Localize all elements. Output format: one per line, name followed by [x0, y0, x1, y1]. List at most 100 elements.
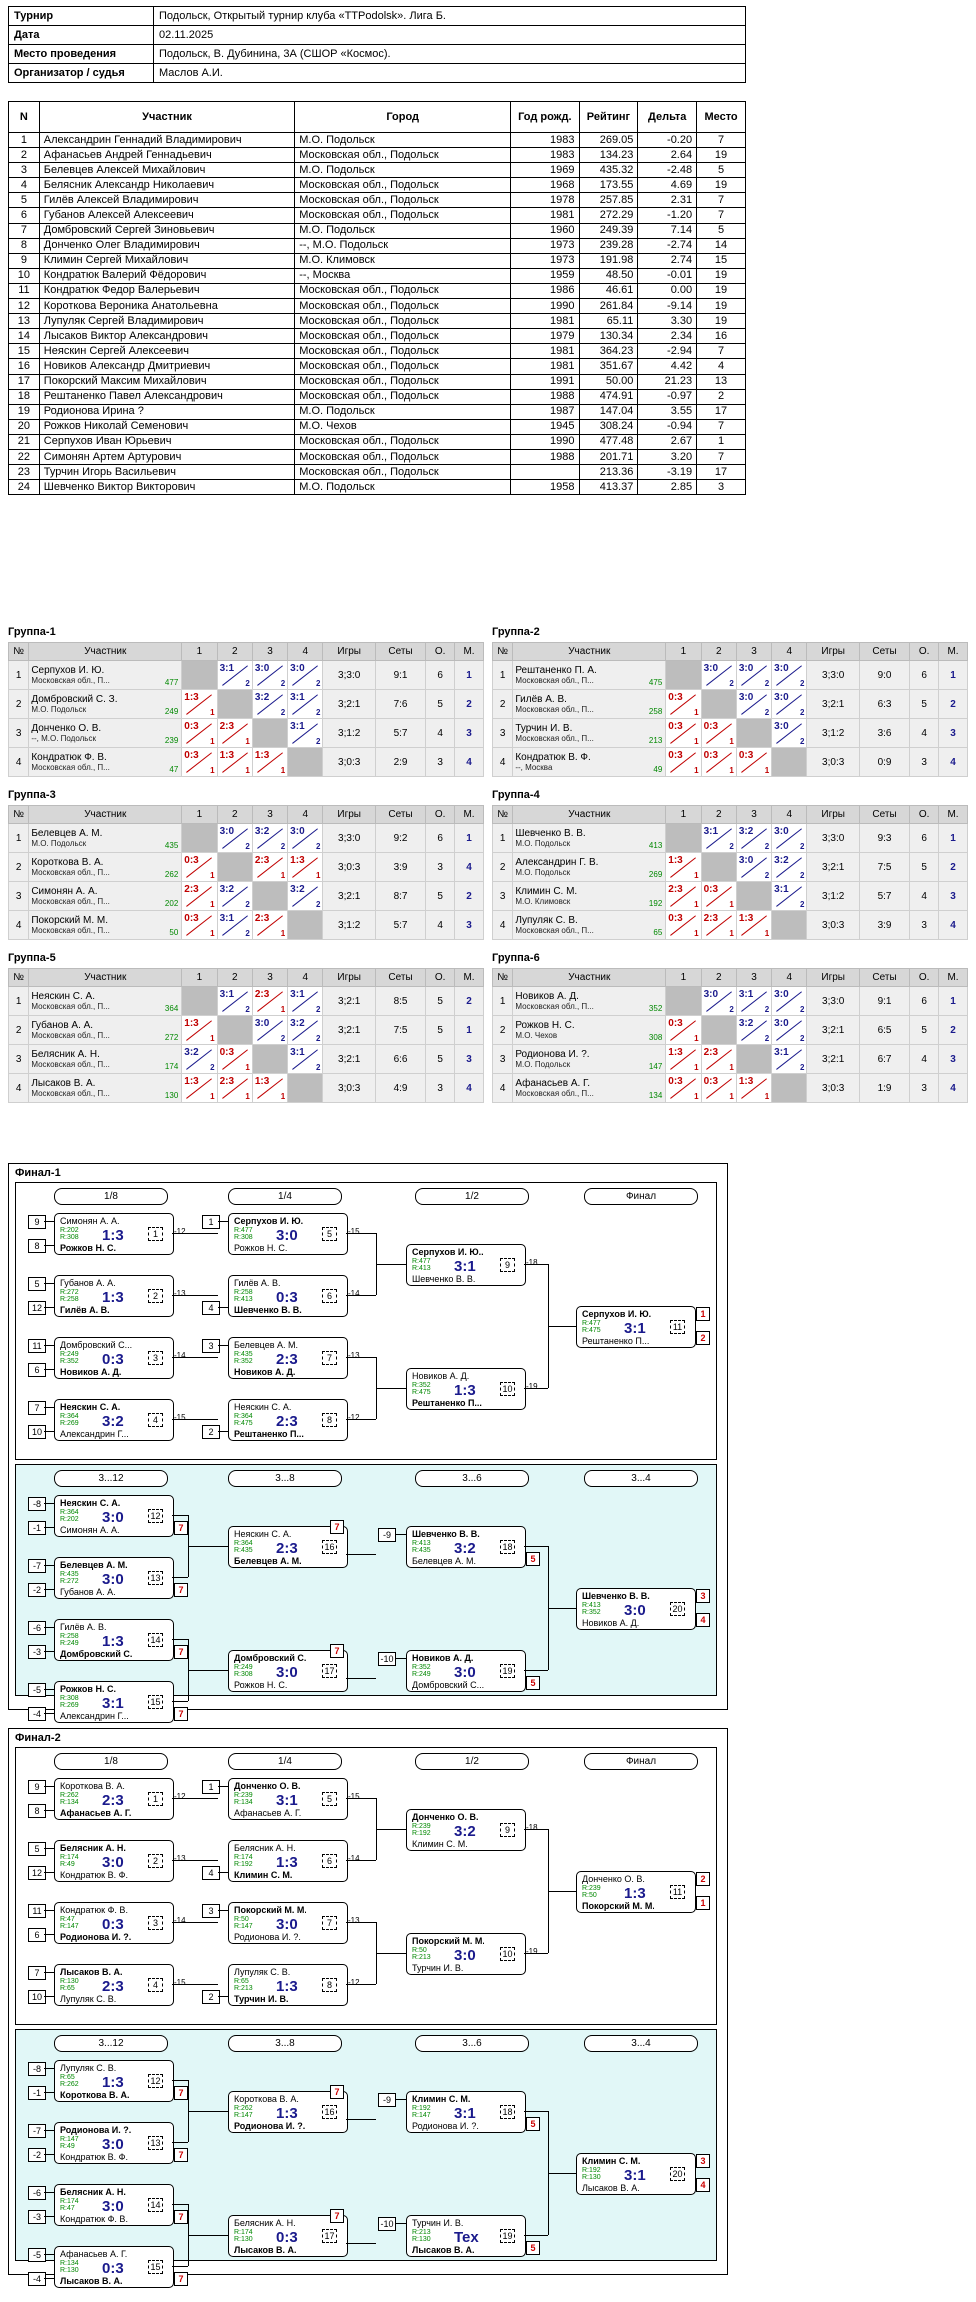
group-score-cell: 1:3 1: [665, 1044, 702, 1074]
match-score: 0:3: [102, 2260, 124, 2277]
group-points: 5: [425, 689, 456, 719]
match-number: 11: [670, 1885, 685, 1899]
match-player-bottom: Шевченко В. В.: [234, 1305, 302, 1315]
match-rating-top: R:477: [582, 1320, 601, 1327]
group-score-cell: 0:3 1: [665, 718, 702, 748]
match-score: 0:3: [102, 1351, 124, 1368]
group-match-points: 1: [316, 871, 321, 880]
group-column-header: М.: [454, 968, 484, 987]
bracket-line: [346, 1554, 376, 1555]
bracket-line: [44, 1369, 54, 1370]
group-player-name: Афанасьев А. Г.: [515, 1078, 591, 1089]
group-column-header: Участник: [512, 805, 667, 824]
match-rating-top: R:134: [60, 2260, 79, 2267]
match-player-bottom: Климин С. М.: [234, 1870, 293, 1880]
group-match-score: 3:0: [738, 855, 754, 866]
group-player-rating: 50: [169, 928, 179, 937]
participant-cell: 1990: [510, 433, 580, 450]
participant-cell: 1978: [510, 192, 580, 209]
group-match-score: 1:3: [254, 750, 270, 761]
group-self-cell: [665, 660, 702, 690]
group-sets: 8:5: [374, 986, 427, 1016]
group-column-header: 3: [251, 642, 289, 661]
group-points: 6: [909, 986, 940, 1016]
participant-cell: 14: [696, 237, 746, 254]
match-player-bottom: Покорский М. М.: [582, 1901, 654, 1911]
group-score-cell: 0:3 1: [181, 852, 218, 882]
match-number: 8: [322, 1978, 337, 1992]
match-rating-top: R:65: [234, 1978, 249, 1985]
bracket-line: [44, 1245, 54, 1246]
match-rating-top: R:258: [60, 1633, 79, 1640]
group-player-rating: 65: [653, 928, 663, 937]
group-self-cell: [181, 986, 218, 1016]
group-column-header: 1: [181, 642, 218, 661]
match-box: Турчин И. В. R:213 R:130 Tex 19 Лысаков В. А.: [406, 2215, 526, 2257]
bracket-line: [172, 2266, 188, 2267]
match-rating-bottom: R:147: [60, 1923, 79, 1930]
group-match-points: 1: [729, 737, 734, 746]
match-rating-bottom: R:147: [234, 1923, 253, 1930]
match-rating-bottom: R:435: [234, 1547, 253, 1554]
participant-row: 19 Родионова Ирина ? М.О. Подольск 1987 147.…: [8, 403, 746, 420]
match-number: 9: [500, 1823, 515, 1837]
seed-number: -6: [28, 1621, 46, 1635]
match-score: 0:3: [276, 1289, 298, 1306]
group-score-cell: 3:2 2: [216, 881, 253, 911]
group-row: 2 Гилёв А. В. Московская обл., П... 258 0:3 1…: [491, 689, 968, 719]
bracket-line: [188, 2111, 228, 2112]
bracket-line: [44, 1431, 54, 1432]
participants-column-header: N: [8, 101, 40, 133]
participant-cell: Московская обл., Подольск: [294, 313, 512, 330]
participant-cell: 13: [696, 373, 746, 390]
group-self-cell: [700, 689, 737, 719]
participant-cell: 130.34: [578, 328, 639, 345]
match-player-bottom: Лысаков В. А.: [234, 2245, 297, 2255]
participant-cell: 3.30: [637, 313, 698, 330]
group-self-cell: [700, 1015, 737, 1045]
group-score-cell: 0:3 1: [665, 747, 702, 777]
group-row-number: 2: [491, 852, 514, 882]
group-place: 1: [454, 1015, 484, 1045]
participant-cell: Московская обл., Подольск: [294, 373, 512, 390]
participant-cell: 21.23: [637, 373, 698, 390]
group-column-header: Сеты: [374, 642, 427, 661]
group-score-cell: 2:3 1: [665, 881, 702, 911]
participant-cell: 1981: [510, 343, 580, 360]
participant-cell: М.О. Климовск: [294, 252, 512, 269]
group-column-header: №: [7, 805, 30, 824]
final-title: Финал-2: [15, 1732, 61, 1744]
match-rating-top: R:352: [412, 1382, 431, 1389]
bracket-line: [44, 2130, 54, 2131]
group-self-cell: [665, 986, 702, 1016]
group-header-row: № Участник 1 2 3 4 Игры Сеты О. М.: [491, 968, 968, 987]
group-match-points: 2: [764, 842, 770, 851]
drop-target: -14: [348, 1854, 360, 1863]
participant-cell: 4: [696, 358, 746, 375]
participant-cell: 16: [8, 358, 40, 375]
group-player-cell: Кондратюк В. Ф. --, Москва 49: [512, 747, 667, 777]
group-player-cell: Климин С. М. М.О. Климовск 192: [512, 881, 667, 911]
match-player-top: Новиков А. Д.: [412, 1371, 470, 1381]
participant-cell: 1987: [510, 403, 580, 420]
match-rating-bottom: R:258: [60, 1296, 79, 1303]
drop-target: -12: [174, 1227, 186, 1236]
match-score: 2:3: [276, 1351, 298, 1368]
match-rating-bottom: R:130: [412, 2236, 431, 2243]
match-box: Серпухов И. Ю. R:477 R:475 3:1 11 Рештаненко …: [576, 1306, 696, 1348]
group-column-header: 1: [181, 805, 218, 824]
participant-cell: Московская обл., Подольск: [294, 448, 512, 466]
group-score-cell: 3:0 2: [700, 660, 737, 690]
seed-number: 8: [28, 1239, 46, 1253]
bracket-line: [172, 1419, 218, 1420]
group-match-points: 1: [694, 766, 699, 775]
match-player-top: Домбровский С...: [234, 1653, 306, 1663]
seed-number: -8: [28, 2062, 46, 2076]
group-column-header: 2: [700, 968, 737, 987]
group-place: 2: [938, 689, 968, 719]
group-match-points: 2: [245, 929, 250, 938]
group-self-cell: [216, 1015, 253, 1045]
match-number: 2: [148, 1289, 163, 1303]
group-match-points: 1: [694, 708, 699, 717]
match-score: 1:3: [276, 1978, 298, 1995]
